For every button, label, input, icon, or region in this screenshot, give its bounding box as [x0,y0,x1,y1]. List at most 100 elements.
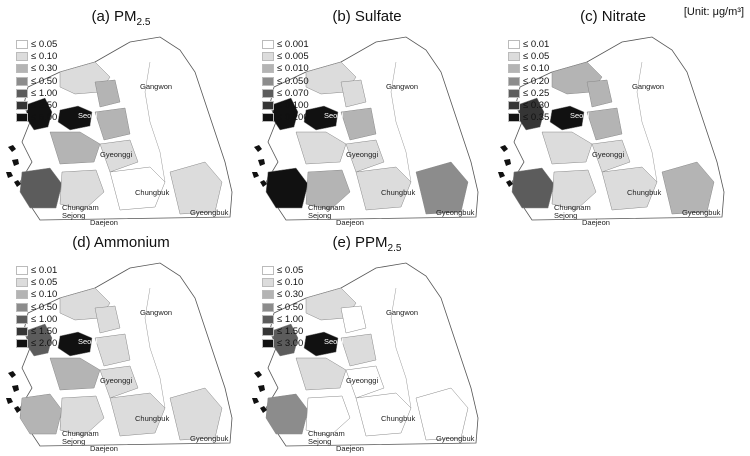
legend: ≤ 0.01 ≤ 0.05 ≤ 0.10 ≤ 0.20 ≤ 0.25 ≤ 0.30 ≤ 0.… [508,38,549,124]
place-label-chungnam: Chungnam [62,203,99,212]
region-gyeonggiN [94,79,121,108]
panel-title: (c) Nitrate [580,8,646,25]
legend-label: ≤ 0.50 [277,301,304,313]
legend-swatch [16,327,28,337]
legend-swatch [262,265,274,275]
legend-swatch [16,88,28,98]
legend-item: ≤ 5.00 [16,112,57,124]
legend-item: ≤ 0.05 [16,38,57,50]
region-gyeongbuk [169,161,223,215]
region-chungbuk [109,166,166,211]
legend-item: ≤ 0.05 [262,264,303,276]
region-chungnamE [551,169,597,211]
region-seoul [549,105,585,131]
legend-item: ≤ 0.01 [16,264,57,276]
legend-swatch [262,314,274,324]
place-label-daejeon: Daejeon [90,444,118,453]
legend-label: ≤ 1.50 [277,326,304,338]
legend-item: ≤ 0.50 [262,301,303,313]
map-panel-a: (a) PM2.5 Gangwon Seoul Gyeonggi Chungbuk Chu… [0,8,242,227]
legend-swatch [16,339,28,349]
legend-label: ≤ 0.10 [31,289,58,301]
legend-item: ≤ 0.01 [508,38,549,50]
legend-swatch [508,51,520,61]
region-seoul [303,105,339,131]
place-label-gyeongbuk: Gyeongbuk [190,208,229,217]
legend: ≤ 0.01 ≤ 0.05 ≤ 0.10 ≤ 0.50 ≤ 1.00 ≤ 1.50 ≤ 2.… [16,264,57,350]
legend-swatch [262,113,274,123]
region-gyeonggiN [340,305,367,334]
islands [252,371,267,413]
legend-swatch [262,339,274,349]
legend-item: ≤ 0.30 [508,99,549,111]
region-seoul [57,105,93,131]
legend-label: ≤ 1.00 [31,87,58,99]
legend-swatch [262,327,274,337]
region-gyeongbuk [415,161,469,215]
choropleth-map [6,262,233,447]
place-label-sejong: Sejong [62,211,86,220]
legend-item: ≤ 0.25 [508,87,549,99]
legend-item: ≤ 0.10 [16,50,57,62]
legend-swatch [508,88,520,98]
place-label-chungnam: Chungnam [554,203,591,212]
choropleth-map [252,36,479,221]
legend-swatch [508,113,520,123]
legend-label: ≤ 0.05 [31,38,58,50]
legend-item: ≤ 0.10 [16,289,57,301]
legend-swatch [16,113,28,123]
region-chungnamE [305,169,351,211]
region-gyeonggiE [94,107,131,141]
region-gyeonggiE [340,107,377,141]
legend-label: ≤ 1.50 [31,326,58,338]
place-label-sejong: Sejong [554,211,578,220]
legend: ≤ 0.05 ≤ 0.10 ≤ 0.30 ≤ 0.50 ≤ 1.00 ≤ 1.50 ≤ 3.… [262,264,303,350]
place-label-daejeon: Daejeon [582,218,610,227]
place-label-gyeonggi: Gyeonggi [346,150,379,159]
legend-label: ≤ 0.010 [277,63,309,75]
islands [6,145,21,187]
legend-label: ≤ 0.35 [523,112,550,124]
place-label-gyeonggi: Gyeonggi [346,376,379,385]
legend-item: ≤ 0.30 [16,63,57,75]
legend-item: ≤ 2.50 [16,99,57,111]
place-label-gyeongbuk: Gyeongbuk [682,208,721,217]
region-chungnamW [265,393,309,435]
legend-label: ≤ 0.01 [31,264,58,276]
legend-swatch [262,277,274,287]
place-label-gangwon: Gangwon [386,82,419,91]
region-chungnamE [305,395,351,437]
region-gyeonggiSE [591,139,631,173]
region-gyeonggiS [295,131,347,165]
region-chungnamE [59,169,105,211]
islands [498,145,513,187]
region-gyeonggiE [586,107,623,141]
place-label-sejong: Sejong [308,211,332,220]
place-label-gangwon: Gangwon [386,308,419,317]
place-label-chungnam: Chungnam [308,429,345,438]
legend-label: ≤ 0.050 [277,75,309,87]
legend-label: ≤ 0.200 [277,112,309,124]
region-gyeongbuk [169,387,223,441]
legend-label: ≤ 0.100 [277,100,309,112]
choropleth-map [498,36,725,221]
province-border [144,61,166,183]
legend-swatch [16,51,28,61]
legend-label: ≤ 2.50 [31,100,58,112]
legend-label: ≤ 3.00 [277,338,304,350]
region-gyeonggiS [295,357,347,391]
legend-swatch [16,314,28,324]
legend-item: ≤ 0.100 [262,99,309,111]
region-chungnamW [19,167,63,209]
legend-swatch [16,76,28,86]
place-label-daejeon: Daejeon [90,218,118,227]
panel-title: (d) Ammonium [72,234,170,251]
legend-item: ≤ 1.00 [262,313,303,325]
legend-swatch [16,39,28,49]
place-label-gyeongbuk: Gyeongbuk [190,434,229,443]
legend-item: ≤ 1.00 [16,87,57,99]
region-chungbuk [109,392,166,437]
legend-swatch [262,290,274,300]
legend-item: ≤ 0.30 [262,289,303,301]
region-chungnamW [511,167,555,209]
